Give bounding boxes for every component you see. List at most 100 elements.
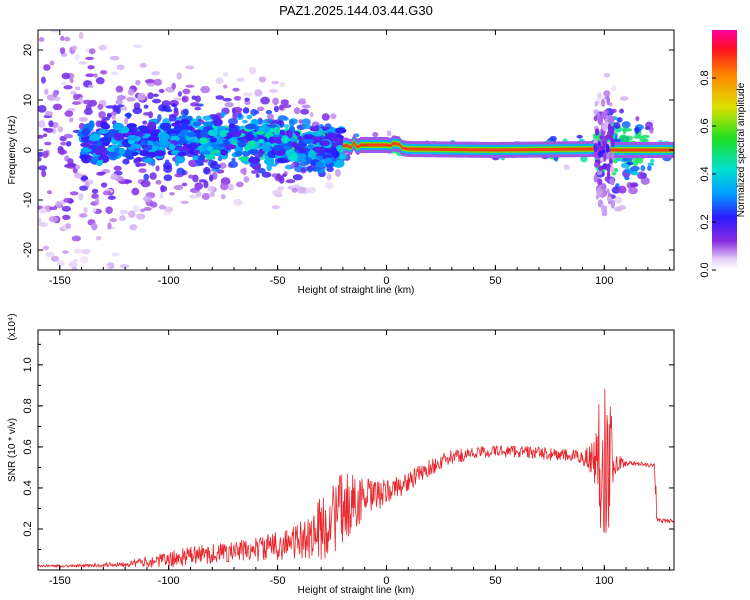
spectral-blob xyxy=(196,162,202,167)
spectral-blob xyxy=(603,109,609,115)
spectral-blob xyxy=(68,117,74,123)
spectral-blob xyxy=(143,206,152,211)
spectral-blob xyxy=(244,97,250,102)
spectral-blob xyxy=(593,142,598,153)
spectral-blob xyxy=(107,222,112,230)
spectral-blob xyxy=(594,128,600,136)
spectral-blob xyxy=(331,150,340,159)
spectral-blob xyxy=(62,214,71,220)
spectral-blob xyxy=(248,157,261,164)
spectral-blob xyxy=(271,80,280,85)
spectral-blob xyxy=(614,196,623,204)
spectral-blob xyxy=(74,172,83,179)
spectral-blob xyxy=(153,150,166,157)
spectral-blob xyxy=(218,162,227,169)
spectral-blob xyxy=(75,86,81,91)
spectral-blob xyxy=(276,157,288,164)
spectral-blob xyxy=(301,104,311,109)
spectral-blob xyxy=(42,133,48,138)
spectral-blob xyxy=(38,222,48,227)
spectral-blob xyxy=(189,102,200,107)
spectral-blob xyxy=(625,176,630,181)
spectral-blob xyxy=(38,151,44,157)
spectral-blob xyxy=(131,187,140,196)
spectral-blob xyxy=(57,126,63,133)
spectral-blob xyxy=(157,113,162,122)
spectral-blob xyxy=(174,173,184,178)
bottom-x-label: Height of straight line (km) xyxy=(298,585,415,596)
spectral-blob xyxy=(71,235,81,242)
spectral-blob xyxy=(650,158,655,163)
spectral-blob xyxy=(192,121,202,127)
spectral-blob xyxy=(74,53,80,60)
spectral-blob xyxy=(326,173,332,181)
spectral-blob xyxy=(599,134,604,140)
spectral-blob xyxy=(181,96,187,103)
spectral-blob xyxy=(110,71,119,76)
spectral-blob xyxy=(231,157,236,162)
spectral-blob xyxy=(325,181,334,190)
spectral-blob xyxy=(158,204,166,210)
spectral-blob xyxy=(200,85,211,94)
spectral-blob xyxy=(609,166,615,173)
spectral-blob xyxy=(72,8,82,14)
spectral-blob xyxy=(199,137,208,144)
spectral-blob xyxy=(291,141,298,148)
spectral-blob xyxy=(250,108,258,116)
spectral-blob xyxy=(42,276,47,280)
spectral-blob xyxy=(623,156,633,162)
spectral-blob xyxy=(120,106,128,111)
spectral-blob xyxy=(137,92,146,101)
spectral-blob xyxy=(98,128,109,135)
spectral-blob xyxy=(254,89,263,97)
spectral-blob xyxy=(105,264,110,270)
spectral-blob xyxy=(249,66,257,75)
spectral-blob xyxy=(212,149,221,154)
spectral-blob xyxy=(219,130,228,138)
spectral-blob xyxy=(307,186,317,194)
chart-title: PAZ1.2025.144.03.44.G30 xyxy=(279,3,433,18)
spectral-blob xyxy=(188,159,199,168)
top-x-axis: -150 -100 -50 0 50 100 xyxy=(37,30,671,287)
spectral-blob xyxy=(291,187,298,193)
spectral-blob xyxy=(116,64,125,71)
spectral-blob xyxy=(91,156,99,162)
spectral-blob xyxy=(597,151,602,158)
spectral-blob xyxy=(38,208,48,214)
colorbar: 0.0 0.2 0.4 0.6 0.8 Normalized spectral ampl… xyxy=(699,30,747,278)
bottom-scale-label: (x10⁴) xyxy=(7,313,18,340)
spectral-blob xyxy=(171,82,176,90)
spectral-blob xyxy=(245,123,257,130)
spectral-blob xyxy=(60,35,65,41)
spectral-blob xyxy=(183,108,189,116)
spectral-blob xyxy=(78,31,84,40)
spectral-blob xyxy=(607,114,614,124)
spectral-blob xyxy=(632,161,639,167)
spectral-blob xyxy=(258,76,267,83)
spectral-blob xyxy=(108,151,118,158)
spectral-blob xyxy=(61,205,72,212)
spectral-blob xyxy=(321,113,330,121)
spectral-blob xyxy=(42,150,49,159)
spectral-blob xyxy=(149,172,157,180)
spectral-blob xyxy=(115,99,123,105)
spectral-blob xyxy=(209,190,215,198)
spectral-blob xyxy=(72,101,81,105)
y-tick-label: 0.8 xyxy=(22,398,34,413)
spectral-blob xyxy=(85,56,95,61)
spectral-blob xyxy=(89,133,101,141)
spectral-blob xyxy=(220,149,228,156)
spectral-blob xyxy=(102,190,112,196)
x-tick-label: 0 xyxy=(383,275,389,287)
snr-series-line xyxy=(38,388,674,568)
spectral-blob xyxy=(232,87,240,92)
spectral-blob xyxy=(333,136,342,143)
spectral-blob xyxy=(611,108,617,113)
spectral-blob xyxy=(127,88,135,96)
bottom-x-axis: -150 -100 -50 0 50 100 xyxy=(37,330,671,587)
spectral-blob xyxy=(225,144,237,150)
spectral-blob xyxy=(72,93,80,101)
spectral-blob xyxy=(241,119,248,124)
spectral-blob xyxy=(49,60,55,66)
